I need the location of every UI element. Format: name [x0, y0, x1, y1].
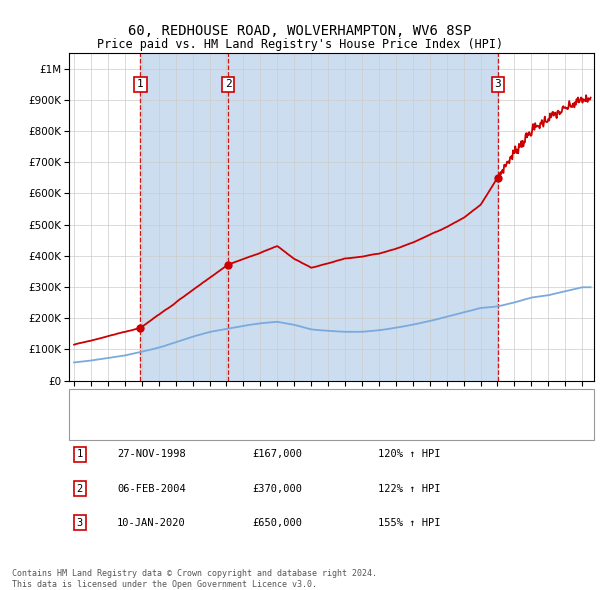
Text: HPI: Average price, detached house, Wolverhampton: HPI: Average price, detached house, Wolv…	[126, 421, 414, 431]
Text: 27-NOV-1998: 27-NOV-1998	[117, 450, 186, 459]
Text: 3: 3	[494, 79, 502, 89]
Text: Price paid vs. HM Land Registry's House Price Index (HPI): Price paid vs. HM Land Registry's House …	[97, 38, 503, 51]
Text: 2: 2	[225, 79, 232, 89]
Text: £370,000: £370,000	[252, 484, 302, 493]
Text: 120% ↑ HPI: 120% ↑ HPI	[378, 450, 440, 459]
Text: 2: 2	[77, 484, 83, 493]
Text: 1: 1	[137, 79, 144, 89]
Text: This data is licensed under the Open Government Licence v3.0.: This data is licensed under the Open Gov…	[12, 579, 317, 589]
Text: 10-JAN-2020: 10-JAN-2020	[117, 518, 186, 527]
Text: 3: 3	[77, 518, 83, 527]
Text: £650,000: £650,000	[252, 518, 302, 527]
Text: Contains HM Land Registry data © Crown copyright and database right 2024.: Contains HM Land Registry data © Crown c…	[12, 569, 377, 578]
Text: 155% ↑ HPI: 155% ↑ HPI	[378, 518, 440, 527]
Text: 122% ↑ HPI: 122% ↑ HPI	[378, 484, 440, 493]
Text: 1: 1	[77, 450, 83, 459]
Text: 60, REDHOUSE ROAD, WOLVERHAMPTON, WV6 8SP: 60, REDHOUSE ROAD, WOLVERHAMPTON, WV6 8S…	[128, 24, 472, 38]
Text: 60, REDHOUSE ROAD, WOLVERHAMPTON, WV6 8SP (detached house): 60, REDHOUSE ROAD, WOLVERHAMPTON, WV6 8S…	[126, 398, 467, 408]
Text: £167,000: £167,000	[252, 450, 302, 459]
Bar	[140, 53, 228, 381]
Bar	[228, 53, 498, 381]
Text: 06-FEB-2004: 06-FEB-2004	[117, 484, 186, 493]
